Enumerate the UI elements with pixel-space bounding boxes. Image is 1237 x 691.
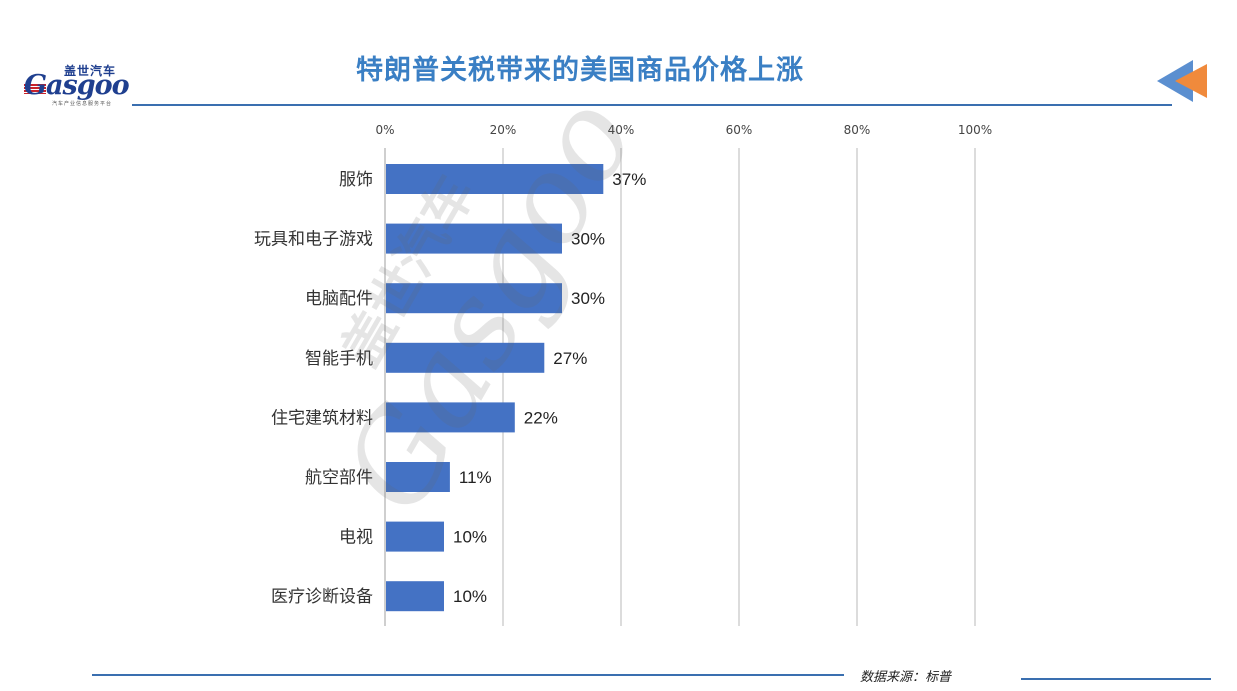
page-title: 特朗普关税带来的美国商品价格上涨 bbox=[356, 55, 804, 86]
data-label: 30% bbox=[571, 230, 605, 249]
x-tick-label: 0% bbox=[375, 123, 394, 137]
data-label: 30% bbox=[571, 289, 605, 308]
data-source: 数据来源：标普 bbox=[860, 670, 952, 685]
data-label: 37% bbox=[612, 170, 646, 189]
category-label: 智能手机 bbox=[305, 349, 373, 369]
header-divider bbox=[132, 104, 1172, 106]
footer-divider-left bbox=[92, 674, 844, 676]
bar bbox=[386, 402, 515, 433]
logo-chinese-text: 盖世汽车 bbox=[64, 64, 117, 78]
x-tick-label: 40% bbox=[608, 123, 635, 137]
x-tick-label: 80% bbox=[844, 123, 871, 137]
data-labels: 37% 30% 30% 27% 22% 11% 10% 10% bbox=[453, 170, 646, 606]
data-label: 22% bbox=[524, 408, 558, 427]
category-label: 玩具和电子游戏 bbox=[254, 230, 373, 250]
chart-bars bbox=[386, 164, 604, 612]
logo-subtitle: 汽车产业信息服务平台 bbox=[52, 101, 113, 107]
data-label: 27% bbox=[553, 349, 587, 368]
category-label: 电视 bbox=[339, 528, 373, 548]
gasgoo-logo: 盖世汽车 Gasgoo 汽车产业信息服务平台 bbox=[24, 62, 134, 108]
data-label: 11% bbox=[459, 468, 492, 487]
data-label: 10% bbox=[453, 587, 487, 606]
category-label: 住宅建筑材料 bbox=[271, 408, 373, 428]
bar bbox=[386, 164, 604, 194]
bar bbox=[386, 283, 562, 314]
x-tick-label: 60% bbox=[726, 123, 753, 137]
bar bbox=[386, 342, 545, 373]
x-tick-label: 100% bbox=[958, 123, 992, 137]
bar bbox=[386, 462, 450, 492]
footer-divider-right bbox=[1021, 678, 1211, 680]
category-label: 医疗诊断设备 bbox=[271, 587, 373, 607]
logo-flag-stripes bbox=[24, 84, 46, 94]
category-label: 服饰 bbox=[339, 170, 373, 190]
back-arrow-icon bbox=[1157, 60, 1207, 102]
bar bbox=[386, 521, 444, 552]
logo-english-text: Gasgoo bbox=[24, 70, 130, 101]
x-tick-label: 20% bbox=[490, 123, 517, 137]
bar bbox=[386, 581, 444, 612]
category-label: 电脑配件 bbox=[305, 289, 373, 309]
bar bbox=[386, 223, 562, 254]
data-label: 10% bbox=[453, 528, 487, 547]
x-axis-ticks: 0% 20% 40% 60% 80% 100% bbox=[375, 123, 992, 137]
category-label: 航空部件 bbox=[305, 468, 373, 488]
chart-gridlines bbox=[384, 148, 976, 626]
